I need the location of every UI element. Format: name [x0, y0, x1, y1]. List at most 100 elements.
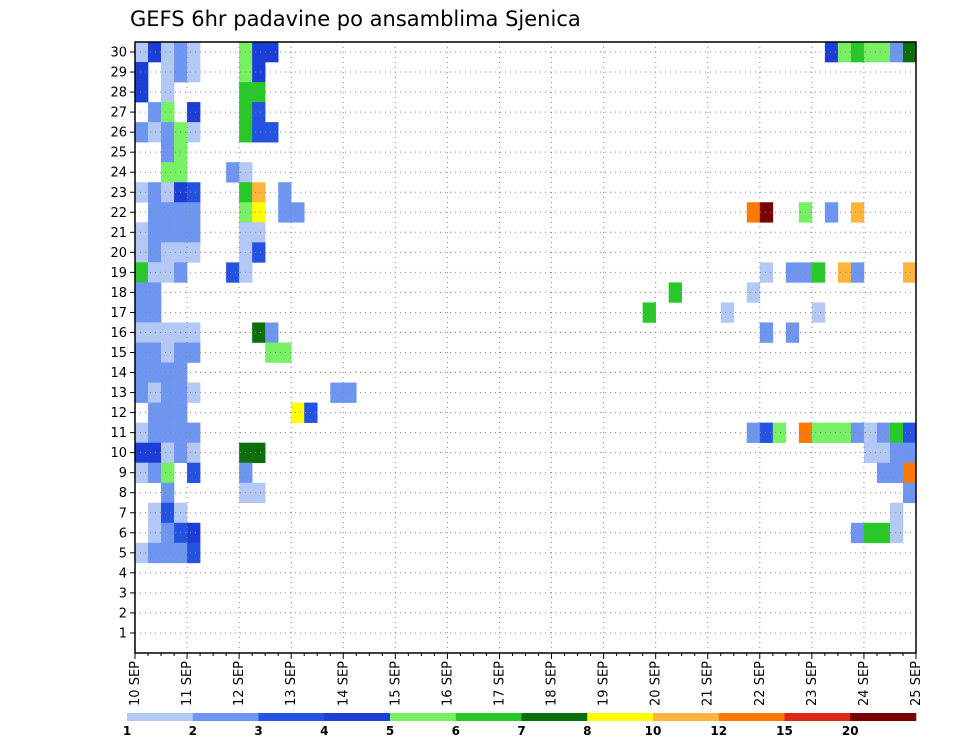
- heatmap-cell: [161, 422, 175, 443]
- legend-color-swatch: [521, 713, 588, 721]
- y-tick-label: 11: [110, 426, 127, 441]
- heatmap-cell: [161, 342, 175, 363]
- heatmap-cell: [135, 182, 149, 203]
- heatmap-cell: [252, 62, 266, 83]
- heatmap-cell: [161, 482, 175, 504]
- heatmap-cell: [720, 302, 735, 323]
- y-tick-label: 9: [119, 466, 127, 481]
- heatmap-cell: [148, 242, 162, 263]
- heatmap-cell: [252, 222, 266, 243]
- heatmap-cell: [824, 202, 839, 223]
- y-tick-label: 28: [110, 86, 127, 101]
- heatmap-cell: [889, 442, 904, 463]
- heatmap-cell: [148, 502, 162, 524]
- y-tick-label: 13: [110, 386, 127, 401]
- heatmap-cell: [889, 522, 904, 544]
- heatmap-cell: [187, 42, 201, 63]
- heatmap-cell: [252, 482, 266, 504]
- heatmap-cell: [148, 202, 162, 223]
- heatmap-cell: [876, 442, 891, 463]
- y-tick-label: 23: [110, 186, 127, 201]
- y-tick-label: 5: [119, 546, 127, 561]
- legend-label: 6: [452, 724, 460, 738]
- heatmap-cell: [161, 402, 175, 423]
- heatmap-cell: [135, 302, 149, 323]
- legend-label: 12: [710, 724, 727, 738]
- heatmap-cell: [148, 42, 162, 63]
- heatmap-cell: [252, 182, 266, 203]
- heatmap-cell: [850, 42, 865, 63]
- y-tick-label: 1: [119, 626, 127, 641]
- legend-label: 4: [320, 724, 328, 738]
- heatmap-cell: [226, 162, 240, 183]
- y-tick-label: 6: [119, 526, 127, 541]
- heatmap-cells: [135, 42, 917, 564]
- heatmap-cell: [252, 102, 266, 123]
- legend-label: 2: [189, 724, 197, 738]
- heatmap-cell: [291, 402, 305, 423]
- heatmap-cell: [161, 42, 175, 63]
- heatmap-cell: [876, 422, 891, 443]
- legend-color-swatch: [324, 713, 391, 721]
- heatmap-cell: [252, 242, 266, 263]
- y-tick-label: 15: [110, 346, 127, 361]
- heatmap-cell: [746, 422, 761, 443]
- heatmap-cell: [278, 342, 292, 363]
- heatmap-cell: [252, 442, 266, 463]
- heatmap-cell: [187, 522, 201, 544]
- grid-lines: [135, 42, 916, 653]
- heatmap-cell: [148, 522, 162, 544]
- heatmap-cell: [850, 202, 865, 223]
- heatmap-cell: [161, 382, 175, 403]
- legend-label: 7: [517, 724, 525, 738]
- heatmap-cell: [148, 182, 162, 203]
- y-tick-label: 10: [110, 446, 127, 461]
- color-legend: 1 2 3 4 5 6 7 8 10 12 15 20: [123, 713, 917, 738]
- y-tick-label: 16: [110, 326, 127, 341]
- heatmap-cell: [148, 262, 162, 283]
- heatmap-cell: [252, 202, 266, 223]
- heatmap-cell: [811, 422, 826, 443]
- heatmap-cell: [850, 522, 865, 544]
- heatmap-cell: [759, 202, 774, 223]
- legend-color-swatch: [653, 713, 720, 721]
- y-axis: 1234567891011121314151617181920212223242…: [110, 46, 135, 641]
- heatmap-cell: [187, 462, 201, 484]
- heatmap-cell: [161, 502, 175, 524]
- heatmap-cell: [187, 182, 201, 203]
- heatmap-cell: [148, 402, 162, 423]
- heatmap-cell: [161, 522, 175, 544]
- x-tick-label: 13 SEP: [284, 661, 299, 706]
- legend-color-swatch: [390, 713, 457, 721]
- heatmap-cell: [135, 222, 149, 243]
- heatmap-cell: [265, 42, 279, 63]
- x-tick-label: 14 SEP: [336, 661, 351, 706]
- heatmap-cell: [187, 222, 201, 243]
- heatmap-cell: [148, 122, 162, 143]
- x-tick-label: 16 SEP: [440, 661, 455, 706]
- heatmap-cell: [759, 322, 774, 343]
- heatmap-cell: [148, 342, 162, 363]
- heatmap-cell: [161, 82, 175, 103]
- heatmap-cell: [343, 382, 357, 403]
- x-tick-label: 22 SEP: [753, 661, 768, 706]
- x-tick-label: 23 SEP: [805, 661, 820, 706]
- heatmap-cell: [252, 42, 266, 63]
- y-tick-label: 12: [110, 406, 127, 421]
- heatmap-cell: [187, 122, 201, 143]
- y-tick-label: 4: [119, 566, 127, 581]
- y-tick-label: 27: [110, 106, 127, 121]
- heatmap-cell: [902, 422, 917, 443]
- heatmap-cell: [135, 462, 149, 484]
- heatmap-cell: [135, 82, 149, 103]
- heatmap-cell: [161, 182, 175, 203]
- y-tick-label: 7: [119, 506, 127, 521]
- heatmap-cell: [161, 142, 175, 163]
- y-tick-label: 24: [110, 166, 127, 181]
- heatmap-cell: [135, 322, 149, 343]
- heatmap-cell: [161, 162, 175, 183]
- heatmap-cell: [746, 202, 761, 223]
- heatmap-cell: [148, 462, 162, 484]
- legend-color-swatch: [455, 713, 522, 721]
